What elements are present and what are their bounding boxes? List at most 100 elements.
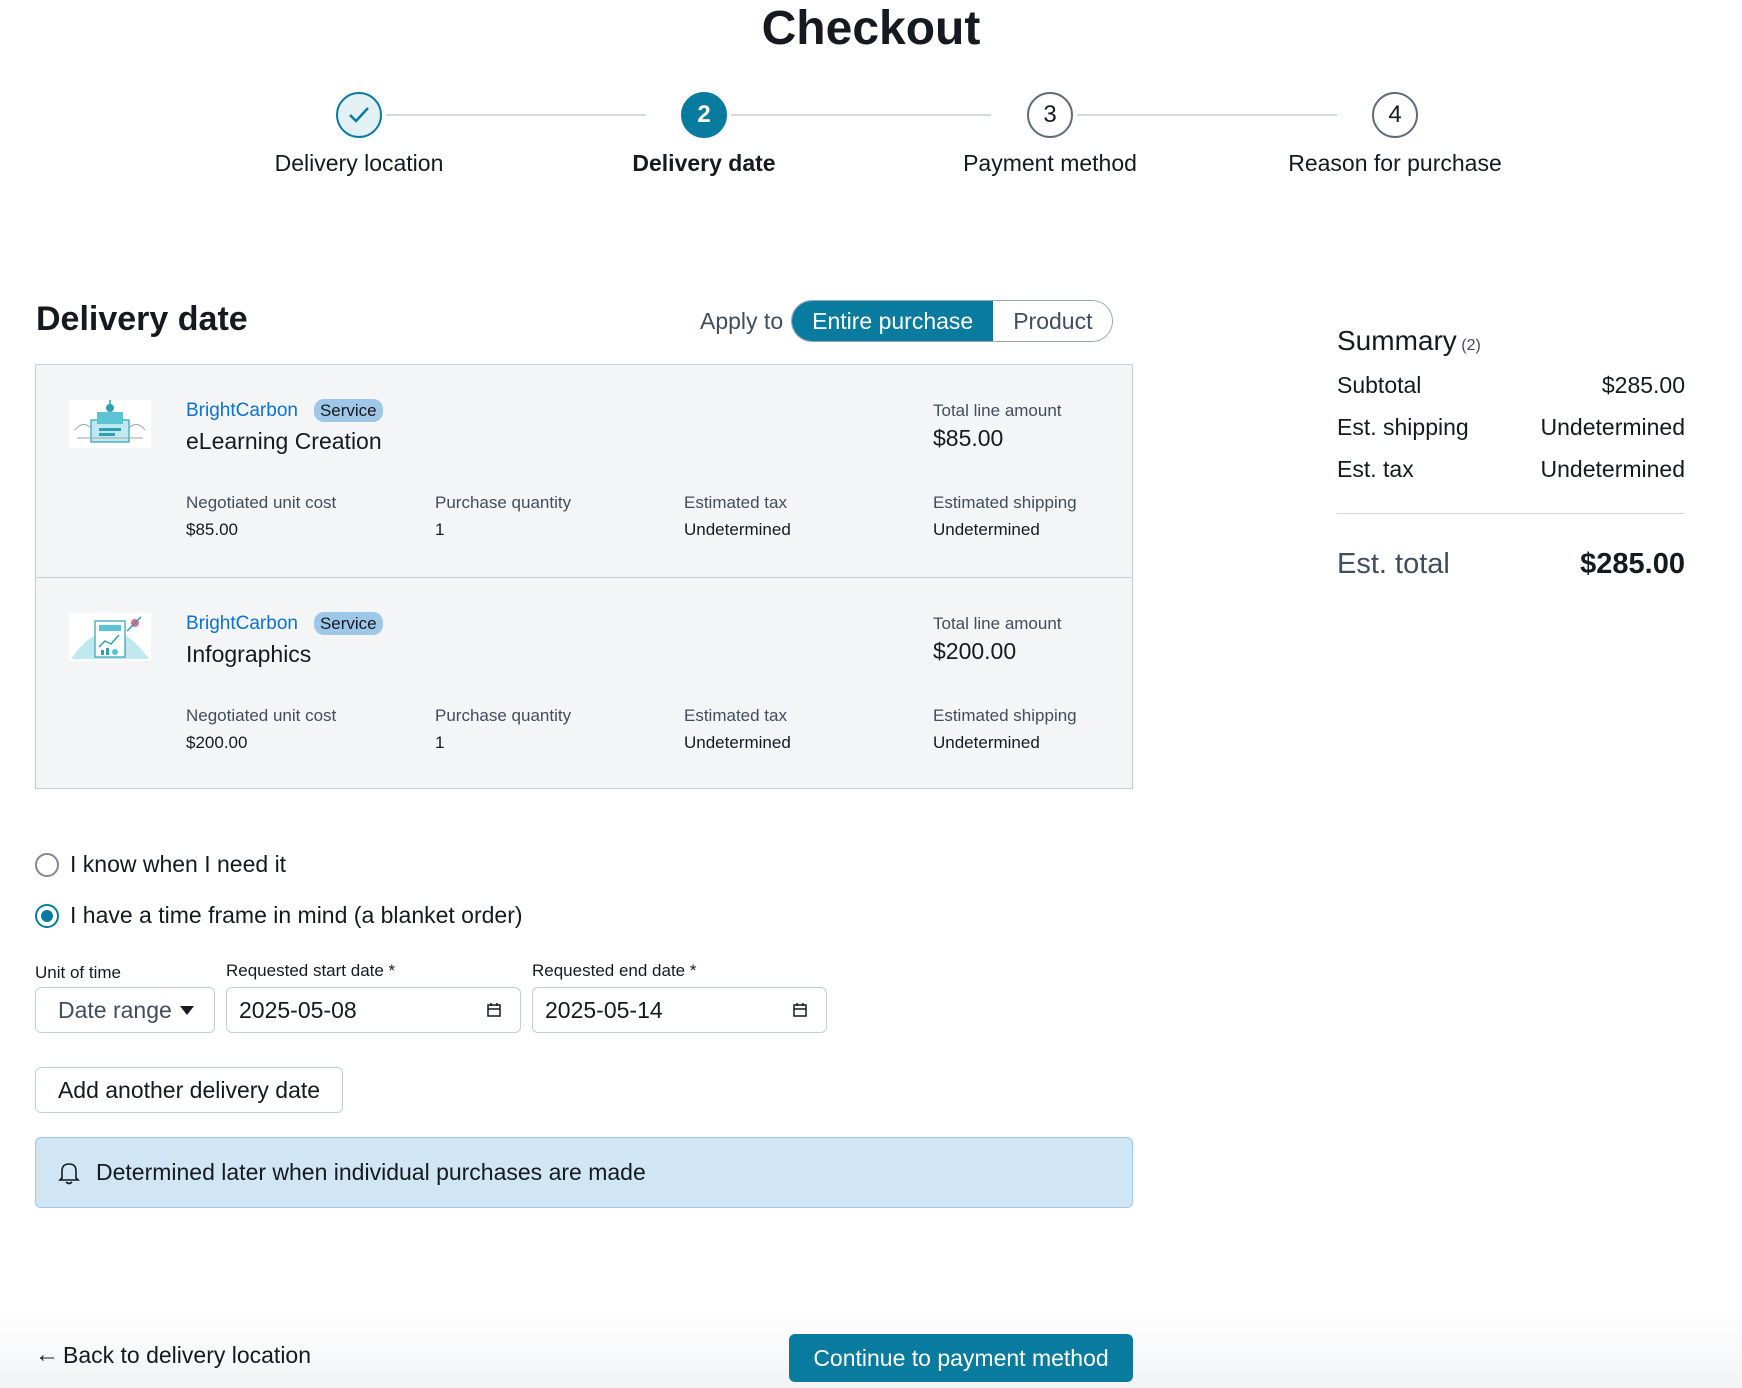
apply-product-option[interactable]: Product (993, 301, 1113, 341)
option-time-frame[interactable]: I have a time frame in mind (a blanket o… (35, 902, 523, 929)
page-title: Checkout (761, 2, 981, 55)
meta-quantity: Purchase quantity 1 (435, 706, 665, 753)
caret-down-icon (179, 1005, 194, 1015)
summary-count: (2) (1461, 337, 1481, 354)
summary-label: Subtotal (1337, 372, 1422, 398)
unit-of-time-value: Date range (58, 996, 172, 1023)
start-date-input[interactable]: 2025-05-08 (226, 987, 521, 1033)
step-number: 4 (1372, 92, 1418, 138)
meta-value: 1 (435, 520, 445, 539)
total-line-amount: $85.00 (933, 425, 1004, 451)
info-alert: Determined later when individual purchas… (35, 1137, 1133, 1208)
summary-label: Est. tax (1337, 456, 1414, 482)
meta-value: Undetermined (933, 520, 1040, 539)
meta-unit-cost: Negotiated unit cost $200.00 (186, 706, 416, 753)
unit-of-time-label: Unit of time (35, 963, 121, 982)
meta-shipping: Estimated shipping Undetermined (933, 706, 1163, 753)
item-name: eLearning Creation (186, 428, 382, 454)
total-label: Est. total (1337, 548, 1450, 580)
continue-button[interactable]: Continue to payment method (789, 1334, 1133, 1382)
summary-row-subtotal: Subtotal $285.00 (1337, 372, 1685, 399)
summary-title: Summary (1337, 325, 1457, 356)
add-delivery-date-button[interactable]: Add another delivery date (35, 1067, 343, 1113)
radio-label: I have a time frame in mind (a blanket o… (70, 902, 523, 928)
service-badge: Service (313, 612, 383, 635)
start-date-value: 2025-05-08 (239, 996, 357, 1023)
step-number: 2 (681, 92, 727, 138)
summary-heading: Summary (2) (1337, 325, 1685, 357)
elearning-illustration-icon (69, 400, 151, 448)
meta-unit-cost: Negotiated unit cost $85.00 (186, 493, 416, 540)
calendar-icon[interactable] (486, 1002, 502, 1018)
meta-tax: Estimated tax Undetermined (684, 706, 914, 753)
end-date-input[interactable]: 2025-05-14 (532, 987, 827, 1033)
step-number: 3 (1027, 92, 1073, 138)
meta-shipping: Estimated shipping Undetermined (933, 493, 1163, 540)
end-date-value: 2025-05-14 (545, 996, 663, 1023)
step-delivery-date[interactable]: 2 Delivery date (574, 92, 834, 177)
infographics-illustration-icon (69, 613, 151, 661)
total-line-amount: $200.00 (933, 638, 1017, 664)
meta-label: Estimated shipping (933, 706, 1077, 725)
vendor-row: BrightCarbon Service (186, 612, 383, 635)
apply-entire-purchase-option[interactable]: Entire purchase (792, 301, 994, 341)
step-reason-for-purchase[interactable]: 4 Reason for purchase (1265, 92, 1525, 177)
section-title: Delivery date (36, 300, 248, 338)
radio-button[interactable] (35, 852, 59, 877)
line-item: BrightCarbon Service eLearning Creation … (36, 365, 1132, 577)
check-icon (336, 92, 382, 138)
unit-of-time-select[interactable]: Date range (35, 987, 215, 1033)
bell-icon (58, 1162, 80, 1184)
item-name: Infographics (186, 641, 312, 667)
step-label: Delivery location (274, 150, 444, 176)
line-item: BrightCarbon Service Infographics Total … (36, 577, 1132, 789)
summary-total: Est. total $285.00 (1337, 548, 1685, 581)
vendor-row: BrightCarbon Service (186, 399, 383, 422)
total-value: $285.00 (1580, 548, 1685, 580)
info-text: Determined later when individual purchas… (96, 1159, 646, 1185)
meta-label: Estimated tax (684, 493, 787, 512)
back-link[interactable]: ← Back to delivery location (35, 1341, 311, 1369)
meta-label: Estimated tax (684, 706, 787, 725)
step-connector (731, 114, 991, 116)
arrow-left-icon: ← (35, 1341, 59, 1368)
meta-value: $85.00 (186, 520, 238, 539)
meta-quantity: Purchase quantity 1 (435, 493, 665, 540)
total-line-amount-label: Total line amount (933, 614, 1062, 633)
step-connector (386, 114, 646, 116)
apply-to-control: Apply to Entire purchase Product (700, 300, 1114, 342)
meta-label: Purchase quantity (435, 493, 572, 512)
apply-to-label: Apply to (700, 307, 784, 334)
step-label: Delivery date (632, 150, 776, 176)
summary-label: Est. shipping (1337, 414, 1469, 440)
meta-label: Purchase quantity (435, 706, 572, 725)
step-payment-method[interactable]: 3 Payment method (920, 92, 1180, 177)
summary-divider (1337, 513, 1685, 514)
vendor-link[interactable]: BrightCarbon (186, 399, 298, 421)
meta-value: Undetermined (684, 520, 791, 539)
summary-value: Undetermined (1540, 456, 1685, 482)
start-date-label: Requested start date * (226, 961, 396, 980)
meta-label: Negotiated unit cost (186, 493, 337, 512)
back-label: Back to delivery location (63, 1341, 312, 1368)
line-items: BrightCarbon Service eLearning Creation … (35, 364, 1133, 789)
meta-value: Undetermined (933, 733, 1040, 752)
meta-label: Negotiated unit cost (186, 706, 337, 725)
meta-tax: Estimated tax Undetermined (684, 493, 914, 540)
vendor-link[interactable]: BrightCarbon (186, 612, 298, 634)
total-line-amount-label: Total line amount (933, 401, 1062, 420)
step-delivery-location[interactable]: Delivery location (229, 92, 489, 177)
radio-label: I know when I need it (70, 851, 287, 877)
option-know-when[interactable]: I know when I need it (35, 851, 286, 878)
meta-value: Undetermined (684, 733, 791, 752)
end-date-label: Requested end date * (532, 961, 697, 980)
step-label: Payment method (963, 150, 1137, 176)
meta-value: $200.00 (186, 733, 248, 752)
meta-value: 1 (435, 733, 445, 752)
step-connector (1077, 114, 1337, 116)
checkout-stepper: Delivery location 2 Delivery date 3 Paym… (0, 92, 1742, 182)
meta-label: Estimated shipping (933, 493, 1077, 512)
service-badge: Service (313, 399, 383, 422)
radio-button-selected[interactable] (35, 903, 59, 928)
calendar-icon[interactable] (792, 1002, 808, 1018)
